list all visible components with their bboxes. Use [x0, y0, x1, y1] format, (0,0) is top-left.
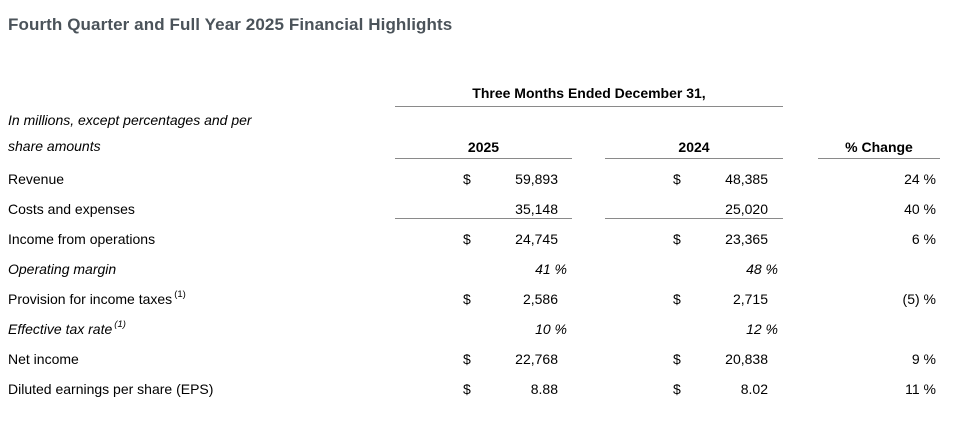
- units-note-line-1: In millions, except percentages and per: [8, 112, 252, 128]
- table-header: In millions, except percentages and per …: [8, 81, 940, 159]
- cell-pct-change: (5) %: [902, 291, 936, 307]
- row-label: Operating margin: [8, 254, 395, 284]
- value-2024: 20,838: [725, 351, 768, 367]
- row-label-text: Revenue: [8, 171, 65, 187]
- row-label-text: Provision for income taxes: [8, 291, 173, 307]
- row-label-text: Income from operations: [8, 231, 156, 247]
- cell-2024: $8.02: [605, 374, 783, 404]
- currency-symbol: $: [463, 231, 471, 247]
- cell-2024: 48 %: [605, 254, 783, 284]
- units-note-line-2: share amounts: [8, 138, 101, 154]
- period-header: Three Months Ended December 31,: [395, 81, 783, 107]
- currency-symbol: $: [673, 381, 681, 397]
- cell-2024: $20,838: [605, 344, 783, 374]
- value-2024: 48,385: [725, 171, 768, 187]
- row-label-text: Net income: [8, 351, 79, 367]
- cell-pct-change: 24 %: [904, 171, 936, 187]
- value-2024: 23,365: [725, 231, 768, 247]
- cell-2025: $2,586: [395, 284, 572, 314]
- currency-symbol: $: [463, 381, 471, 397]
- column-header-2025: 2025: [395, 107, 572, 159]
- row-label: Revenue: [8, 164, 395, 194]
- value-2025: 41 %: [535, 261, 567, 277]
- row-label: Diluted earnings per share (EPS): [8, 374, 395, 404]
- cell-2025: $59,893: [395, 164, 572, 194]
- row-label-text: Operating margin: [8, 261, 117, 277]
- cell-2025: $24,745: [395, 224, 572, 254]
- currency-symbol: $: [673, 351, 681, 367]
- cell-pct-change: 40 %: [904, 201, 936, 217]
- value-2024: 48 %: [746, 261, 778, 277]
- row-label: Income from operations: [8, 224, 395, 254]
- table-body: Revenue $59,893 $48,385 24 % Costs and e…: [8, 164, 940, 404]
- row-label: Costs and expenses: [8, 194, 395, 224]
- value-2025: 24,745: [515, 231, 558, 247]
- value-2025: 2,586: [522, 291, 558, 307]
- page-title: Fourth Quarter and Full Year 2025 Financ…: [8, 15, 453, 34]
- value-2024: 8.02: [740, 381, 768, 397]
- cell-2024: $23,365: [605, 224, 783, 254]
- cell-2025: 35,148: [395, 194, 572, 224]
- footnote-marker: (1): [174, 288, 186, 300]
- value-2024: 25,020: [725, 201, 768, 217]
- value-2025: 10 %: [535, 321, 567, 337]
- cell-2024: $48,385: [605, 164, 783, 194]
- currency-symbol: $: [463, 291, 471, 307]
- row-label-text: Effective tax rate: [8, 321, 113, 337]
- currency-symbol: $: [673, 231, 681, 247]
- cell-2024: $2,715: [605, 284, 783, 314]
- cell-2024: 25,020: [605, 194, 783, 224]
- value-2024: 12 %: [746, 321, 778, 337]
- column-header-2024: 2024: [605, 107, 783, 159]
- cell-pct-change: 6 %: [911, 231, 936, 247]
- cell-2025: $22,768: [395, 344, 572, 374]
- cell-2025: $8.88: [395, 374, 572, 404]
- cell-2025: 41 %: [395, 254, 572, 284]
- row-label: Effective tax rate (1): [8, 314, 395, 344]
- column-header-pct-change: % Change: [818, 107, 940, 159]
- currency-symbol: $: [463, 171, 471, 187]
- cell-2024: 12 %: [605, 314, 783, 344]
- row-label: Net income: [8, 344, 395, 374]
- cell-pct-change: 11 %: [905, 381, 936, 397]
- cell-pct-change: 9 %: [911, 351, 936, 367]
- row-label-text: Costs and expenses: [8, 201, 135, 217]
- value-2025: 22,768: [515, 351, 558, 367]
- value-2024: 2,715: [732, 291, 768, 307]
- cell-pct-change: [818, 314, 940, 344]
- table-units-note: In millions, except percentages and per …: [8, 81, 395, 159]
- value-2025: 59,893: [515, 171, 558, 187]
- row-label: Provision for income taxes (1): [8, 284, 395, 314]
- footnote-marker: (1): [114, 318, 126, 330]
- value-2025: 8.88: [530, 381, 558, 397]
- row-label-text: Diluted earnings per share (EPS): [8, 381, 214, 397]
- currency-symbol: $: [673, 291, 681, 307]
- currency-symbol: $: [673, 171, 681, 187]
- value-2025: 35,148: [515, 201, 558, 217]
- cell-2025: 10 %: [395, 314, 572, 344]
- cell-pct-change: [818, 254, 940, 284]
- currency-symbol: $: [463, 351, 471, 367]
